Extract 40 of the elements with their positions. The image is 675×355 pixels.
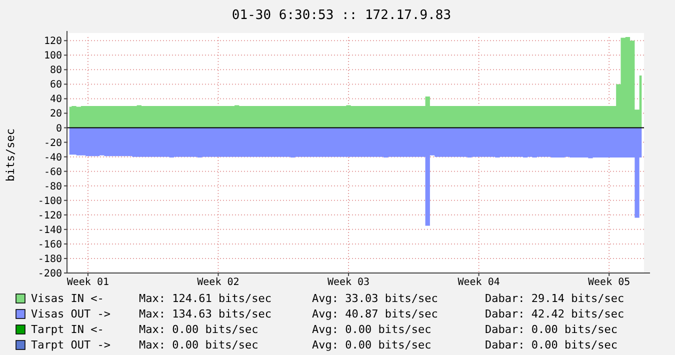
text: Max: 134.63 bits/sec [139, 308, 272, 320]
x-tick-label: Week 05 [588, 277, 630, 288]
legend-label: Tarpt OUT -> [31, 338, 111, 352]
y-tick-label: -20 [44, 138, 62, 149]
text: Dabar: 0.00 bits/sec [485, 323, 618, 336]
y-tick-label: -180 [38, 254, 62, 265]
text: Max: 124.61 bits/sec [139, 292, 272, 305]
text: Avg: 33.03 bits/sec [312, 292, 438, 305]
y-tick-label: -60 [44, 166, 62, 178]
y-tick-label: -160 [38, 239, 62, 250]
y-tick-label: 60 [50, 80, 62, 91]
text: Dabar: 42.42 bits/sec [485, 308, 624, 320]
y-tick-label: -40 [44, 152, 62, 164]
text: Avg: 0.00 bits/sec [312, 323, 432, 336]
x-tick-label: Week 02 [197, 277, 240, 288]
y-axis-title: bits/sec [4, 128, 17, 182]
text: Max: 0.00 bits/sec [139, 338, 258, 352]
x-tick-label: Week 03 [327, 277, 370, 288]
y-tick-label: -120 [38, 210, 62, 222]
y-tick-label: 100 [44, 50, 62, 62]
y-tick-label: 40 [50, 94, 62, 106]
y-tick-label: -100 [38, 196, 62, 207]
y-tick-label: 120 [44, 36, 62, 48]
y-tick-label: -140 [38, 224, 62, 236]
text: Dabar: 29.14 bits/sec [485, 292, 624, 305]
chart-title: 01-30 6:30:53 :: 172.17.9.83 [232, 8, 452, 23]
text: Avg: 0.00 bits/sec [312, 338, 432, 352]
text: Max: 0.00 bits/sec [139, 323, 258, 336]
y-tick-label: 0 [56, 123, 62, 134]
text: Dabar: 0.00 bits/sec [485, 338, 618, 352]
y-tick-label: -200 [38, 268, 62, 280]
legend-label: Visas IN <- [31, 292, 104, 305]
text: Avg: 40.87 bits/sec [312, 308, 438, 320]
legend-label: Visas OUT -> [31, 308, 111, 320]
y-tick-label: 20 [50, 108, 62, 120]
x-tick-label: Week 04 [458, 277, 500, 288]
legend-label: Tarpt IN <- [31, 323, 104, 336]
y-tick-label: -80 [44, 181, 62, 192]
x-tick-label: Week 01 [66, 277, 110, 288]
y-tick-label: 80 [50, 65, 62, 76]
